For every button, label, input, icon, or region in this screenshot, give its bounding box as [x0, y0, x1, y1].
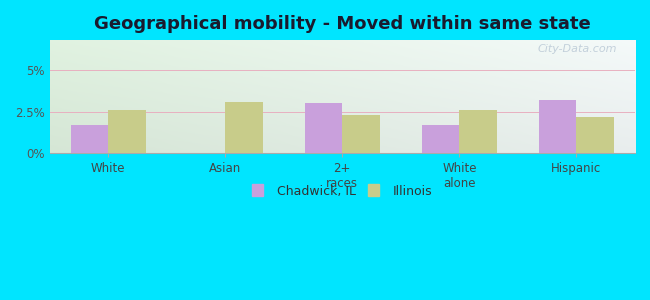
Title: Geographical mobility - Moved within same state: Geographical mobility - Moved within sam…: [94, 15, 591, 33]
Bar: [577, 117, 614, 153]
Legend: Chadwick, IL, Illinois: Chadwick, IL, Illinois: [248, 181, 437, 202]
Bar: [460, 110, 497, 153]
Bar: [108, 110, 146, 153]
Bar: [539, 100, 577, 153]
Bar: [343, 115, 380, 153]
Bar: [305, 103, 343, 153]
Bar: [226, 102, 263, 153]
Bar: [71, 125, 108, 153]
Text: City-Data.com: City-Data.com: [538, 44, 617, 53]
Bar: [422, 125, 460, 153]
